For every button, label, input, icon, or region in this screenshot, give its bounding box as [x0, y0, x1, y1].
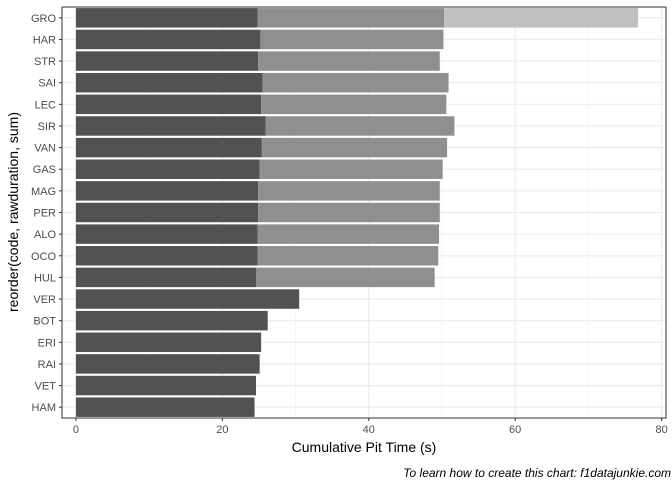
y-tick-label: BOT [33, 316, 56, 328]
y-tick-label: ALO [34, 229, 56, 241]
bar-har-segment-1 [75, 29, 261, 50]
x-tick-label: 80 [655, 424, 667, 436]
bar-sai-segment-1 [75, 72, 263, 93]
y-tick-label: HAR [33, 34, 56, 46]
x-tick-label: 0 [73, 424, 79, 436]
bar-gro-segment-2 [257, 8, 445, 28]
bar-van-segment-2 [261, 137, 448, 158]
y-tick-label: GAS [33, 164, 56, 176]
x-tick-label: 40 [363, 424, 375, 436]
bar-van-segment-1 [75, 137, 262, 158]
bar-rai-segment-1 [75, 354, 260, 374]
y-tick-label: VET [35, 381, 57, 393]
bar-hul-segment-1 [75, 267, 257, 288]
chart-caption: To learn how to create this chart: f1dat… [403, 466, 671, 480]
y-tick-label: VER [33, 294, 56, 306]
x-axis-title: Cumulative Pit Time (s) [292, 439, 437, 455]
bar-bot-segment-1 [75, 310, 268, 331]
bar-ham-segment-1 [75, 397, 255, 417]
x-tick-label: 20 [216, 424, 228, 436]
bar-alo-segment-1 [75, 224, 258, 244]
bar-sir-segment-2 [265, 116, 455, 136]
bar-hul-segment-2 [256, 267, 435, 288]
bar-per-segment-2 [258, 202, 440, 223]
bar-gas-segment-1 [75, 159, 260, 179]
bar-vet-segment-1 [75, 375, 257, 396]
y-tick-label: PER [33, 208, 56, 220]
y-tick-label: STR [34, 56, 56, 68]
y-tick-label: MAG [31, 186, 56, 198]
bar-sir-segment-1 [75, 116, 266, 136]
y-axis: GRO HAR STR SAI LEC SIR VAN GAS MAG PER ALO OCO HUL V… [31, 13, 62, 414]
bar-oco-segment-2 [257, 246, 439, 266]
y-tick-label: RAI [38, 359, 56, 371]
bar-str-segment-1 [75, 51, 259, 71]
bar-per-segment-1 [75, 202, 259, 223]
y-tick-label: GRO [31, 13, 57, 25]
bar-lec-segment-2 [261, 94, 447, 115]
bar-sai-segment-2 [262, 72, 449, 93]
y-tick-label: LEC [35, 99, 56, 111]
bar-mag-segment-2 [258, 181, 440, 201]
bar-eri-segment-1 [75, 332, 262, 353]
y-tick-label: ERI [38, 337, 56, 349]
y-axis-title: reorder(code, rawduration, sum) [5, 112, 21, 312]
bar-gro-segment-1 [75, 8, 258, 28]
x-tick-label: 60 [509, 424, 521, 436]
bar-str-segment-2 [258, 51, 440, 71]
bar-gro-segment-3 [444, 8, 639, 28]
y-tick-label: OCO [31, 251, 57, 263]
y-tick-label: SAI [38, 78, 56, 90]
bars [75, 8, 639, 417]
y-tick-label: HAM [32, 402, 56, 414]
x-axis: 0 20 40 60 80 [73, 418, 668, 436]
bar-alo-segment-2 [257, 224, 440, 244]
bar-har-segment-2 [260, 29, 444, 50]
bar-oco-segment-1 [75, 246, 258, 266]
y-tick-label: SIR [38, 121, 56, 133]
y-tick-label: HUL [34, 272, 56, 284]
y-tick-label: VAN [34, 143, 56, 155]
bar-lec-segment-1 [75, 94, 262, 115]
bar-ver-segment-1 [75, 289, 300, 309]
bar-mag-segment-1 [75, 181, 259, 201]
bar-gas-segment-2 [259, 159, 443, 179]
